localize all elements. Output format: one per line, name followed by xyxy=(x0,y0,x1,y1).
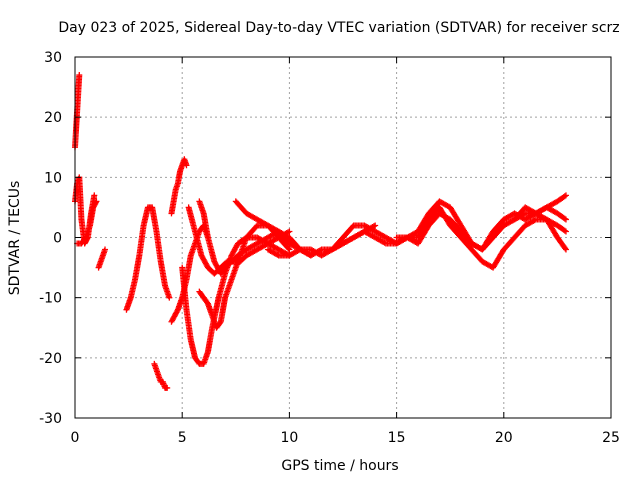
x-tick-label: 0 xyxy=(71,430,80,446)
series-arc-q xyxy=(511,204,569,253)
data-point xyxy=(164,384,171,391)
interp-point xyxy=(561,227,568,234)
data-point xyxy=(76,72,83,79)
series-arc-g xyxy=(168,156,190,217)
interp-point xyxy=(531,217,538,224)
data-point xyxy=(286,228,293,235)
interp-point xyxy=(274,251,281,258)
series-arc-h xyxy=(168,222,211,325)
series-arc-c xyxy=(74,198,100,247)
y-tick-label: -30 xyxy=(39,411,62,427)
data-point xyxy=(102,246,109,253)
interp-point xyxy=(285,245,292,252)
series-arc-e xyxy=(123,204,173,313)
y-axis-label: SDTVAR / TECUs xyxy=(7,181,23,296)
y-tick-label: 0 xyxy=(53,231,62,247)
x-tick-label: 20 xyxy=(495,430,513,446)
series-arc-a xyxy=(72,72,83,151)
y-tick-label: 20 xyxy=(44,110,62,126)
y-tick-label: 10 xyxy=(44,170,62,186)
series-arc-f xyxy=(151,360,171,391)
axis-ticks xyxy=(74,56,612,419)
y-tick-labels: -30 -20 -10 0 10 20 30 xyxy=(39,50,62,427)
chart-title: Day 023 of 2025, Sidereal Day-to-day VTE… xyxy=(58,20,619,36)
data-point xyxy=(372,222,379,229)
data-point xyxy=(93,198,100,205)
y-tick-label: 30 xyxy=(44,50,62,66)
x-axis-label: GPS time / hours xyxy=(281,458,398,474)
data-points xyxy=(72,72,569,391)
data-point xyxy=(91,192,98,199)
y-tick-label: -20 xyxy=(39,351,62,367)
interp-point xyxy=(561,215,568,222)
data-point xyxy=(166,294,173,301)
x-tick-label: 15 xyxy=(388,430,406,446)
data-point xyxy=(183,162,190,169)
x-tick-label: 10 xyxy=(280,430,298,446)
series-arc-d xyxy=(95,246,109,271)
x-tick-label: 25 xyxy=(602,430,620,446)
x-tick-label: 5 xyxy=(178,430,187,446)
interp-point xyxy=(561,193,568,200)
x-tick-labels: 0 5 10 15 20 25 xyxy=(71,430,620,446)
interp-point xyxy=(216,319,223,326)
interp-point xyxy=(174,308,181,315)
data-point xyxy=(562,216,569,223)
data-point xyxy=(562,228,569,235)
data-point xyxy=(562,246,569,253)
data-point xyxy=(562,192,569,199)
data-point xyxy=(286,246,293,253)
interp-point xyxy=(562,245,569,252)
series-arc-l xyxy=(185,204,293,277)
interp-point xyxy=(295,247,302,254)
y-tick-label: -10 xyxy=(39,291,62,307)
interp-point xyxy=(381,239,388,246)
interp-point xyxy=(285,229,292,236)
